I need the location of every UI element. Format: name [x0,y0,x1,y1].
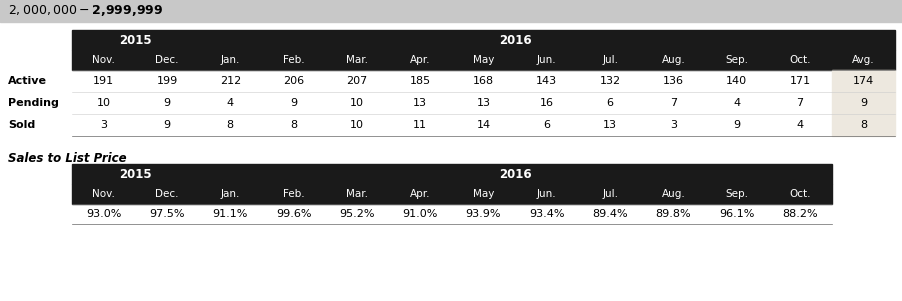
Text: 93.0%: 93.0% [86,209,121,219]
Text: Feb.: Feb. [282,189,304,199]
Text: Sep.: Sep. [724,189,748,199]
Bar [831,92,894,114]
Text: Apr.: Apr. [410,189,430,199]
Text: Oct.: Oct. [788,189,810,199]
Text: 2015: 2015 [119,167,152,181]
Text: Dec.: Dec. [155,189,179,199]
Text: 206: 206 [282,76,304,86]
Text: 9: 9 [859,98,866,108]
Text: 9: 9 [732,120,740,130]
Text: 97.5%: 97.5% [149,209,185,219]
Text: 6: 6 [543,120,549,130]
Text: Mar.: Mar. [345,189,367,199]
Text: Jun.: Jun. [537,189,556,199]
Text: 16: 16 [539,98,553,108]
Text: 88.2%: 88.2% [781,209,817,219]
Text: 8: 8 [226,120,234,130]
Text: Avg.: Avg. [851,55,874,65]
Text: 10: 10 [349,120,364,130]
Text: Jun.: Jun. [537,55,556,65]
Text: 4: 4 [732,98,740,108]
Text: Nov.: Nov. [92,189,115,199]
Text: 171: 171 [788,76,810,86]
Text: 140: 140 [725,76,747,86]
Bar [72,184,831,204]
Text: 91.1%: 91.1% [212,209,248,219]
Bar [831,70,894,92]
Text: Nov.: Nov. [92,55,115,65]
Text: 212: 212 [219,76,241,86]
Text: 89.4%: 89.4% [592,209,627,219]
Text: 9: 9 [290,98,297,108]
Text: 2016: 2016 [498,167,531,181]
Text: Aug.: Aug. [661,189,685,199]
Text: Jan.: Jan. [220,55,240,65]
Text: 2015: 2015 [119,33,152,46]
Text: May: May [473,55,493,65]
Text: 143: 143 [536,76,557,86]
Text: 9: 9 [163,120,170,130]
Bar [72,50,894,70]
Text: 199: 199 [156,76,178,86]
Text: Apr.: Apr. [410,55,430,65]
Text: 13: 13 [603,120,616,130]
Text: 4: 4 [226,98,234,108]
Bar [72,30,894,50]
Text: 3: 3 [100,120,107,130]
Bar [0,0,902,22]
Text: 132: 132 [599,76,620,86]
Text: 6: 6 [606,98,613,108]
Text: 11: 11 [413,120,427,130]
Text: 207: 207 [345,76,367,86]
Text: 93.9%: 93.9% [465,209,501,219]
Text: $2,000,000 - $2,999,999: $2,000,000 - $2,999,999 [8,4,163,18]
Text: Sep.: Sep. [724,55,748,65]
Text: 4: 4 [796,120,803,130]
Text: Feb.: Feb. [282,55,304,65]
Text: Jul.: Jul. [602,55,618,65]
Text: Pending: Pending [8,98,59,108]
Text: 7: 7 [796,98,803,108]
Text: 13: 13 [413,98,427,108]
Text: 2016: 2016 [498,33,531,46]
Text: Oct.: Oct. [788,55,810,65]
Bar [72,164,831,184]
Bar [831,114,894,136]
Text: 8: 8 [290,120,297,130]
Text: Active: Active [8,76,47,86]
Text: Aug.: Aug. [661,55,685,65]
Text: 10: 10 [97,98,111,108]
Text: 99.6%: 99.6% [275,209,311,219]
Text: 89.8%: 89.8% [655,209,690,219]
Text: 7: 7 [669,98,676,108]
Text: Jul.: Jul. [602,189,618,199]
Text: 8: 8 [859,120,866,130]
Text: 14: 14 [476,120,490,130]
Text: 10: 10 [349,98,364,108]
Text: Jan.: Jan. [220,189,240,199]
Text: 136: 136 [662,76,683,86]
Text: Sold: Sold [8,120,35,130]
Text: 96.1%: 96.1% [718,209,753,219]
Text: 3: 3 [669,120,676,130]
Text: Dec.: Dec. [155,55,179,65]
Text: 91.0%: 91.0% [402,209,437,219]
Text: 95.2%: 95.2% [339,209,374,219]
Text: Sales to List Price: Sales to List Price [8,151,126,165]
Text: 93.4%: 93.4% [529,209,564,219]
Text: 185: 185 [410,76,430,86]
Text: 9: 9 [163,98,170,108]
Text: 174: 174 [851,76,873,86]
Text: May: May [473,189,493,199]
Text: 13: 13 [476,98,490,108]
Text: 191: 191 [93,76,114,86]
Text: 168: 168 [473,76,493,86]
Text: Mar.: Mar. [345,55,367,65]
